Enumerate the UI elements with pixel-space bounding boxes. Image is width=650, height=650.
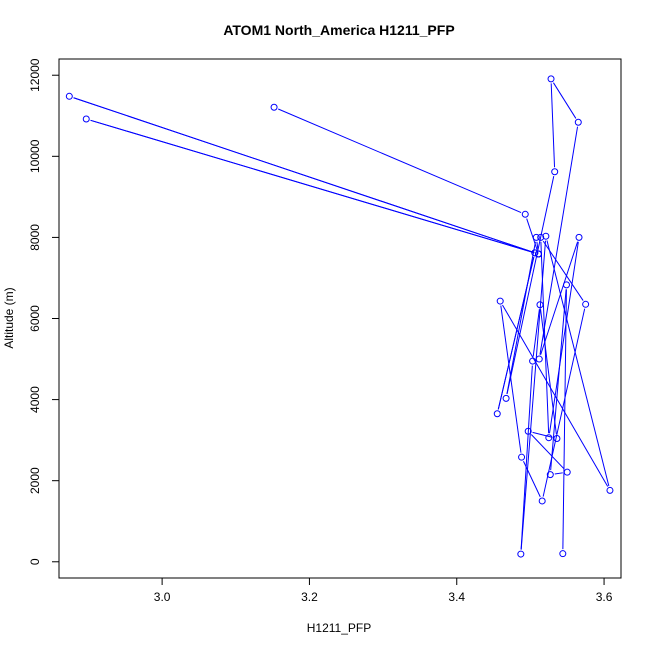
data-point bbox=[502, 394, 510, 402]
series-line-segment bbox=[523, 461, 541, 498]
series-line-segment bbox=[532, 309, 540, 357]
data-point bbox=[545, 434, 553, 442]
series-lines bbox=[73, 82, 610, 550]
data-point bbox=[553, 435, 561, 443]
y-axis-label: Altitude (m) bbox=[2, 287, 16, 348]
series-line-segment bbox=[542, 308, 586, 497]
y-tick-label: 0 bbox=[28, 558, 42, 565]
data-point bbox=[531, 249, 539, 257]
x-tick-label: 3.2 bbox=[301, 590, 318, 604]
series-line-segment bbox=[536, 241, 539, 250]
data-point bbox=[537, 233, 545, 241]
series-line-segment bbox=[278, 108, 522, 213]
data-point bbox=[496, 297, 504, 305]
series-line-segment bbox=[520, 365, 533, 550]
y-tick-label: 4000 bbox=[28, 386, 42, 413]
data-point bbox=[559, 550, 567, 558]
series-line-segment bbox=[552, 82, 577, 119]
series-line-segment bbox=[542, 240, 584, 301]
series-line-segment bbox=[530, 434, 565, 470]
data-point bbox=[551, 168, 559, 176]
series-line-segment bbox=[550, 289, 567, 471]
data-point bbox=[535, 355, 543, 363]
series-line-segment bbox=[562, 289, 567, 550]
series-line-segment bbox=[500, 305, 522, 453]
data-point bbox=[538, 497, 546, 505]
series-line-segment bbox=[90, 119, 531, 253]
x-tick-label: 3.0 bbox=[154, 590, 171, 604]
plot-frame bbox=[58, 58, 622, 579]
x-tick-label: 3.4 bbox=[448, 590, 465, 604]
chart-title: ATOM1 North_America H1211_PFP bbox=[223, 22, 454, 38]
data-point bbox=[574, 118, 582, 126]
series-line-segment bbox=[526, 218, 538, 250]
series-line-segment bbox=[506, 176, 555, 395]
series-line-segment bbox=[550, 83, 556, 168]
data-point bbox=[575, 233, 583, 241]
data-point bbox=[529, 357, 537, 365]
series-line-segment bbox=[548, 241, 579, 434]
data-point bbox=[562, 281, 570, 289]
x-tick-label: 3.6 bbox=[596, 590, 613, 604]
data-point bbox=[546, 471, 554, 479]
data-point bbox=[606, 486, 614, 494]
series-line-segment bbox=[540, 309, 557, 435]
series-line-segment bbox=[520, 240, 547, 550]
data-point bbox=[270, 103, 278, 111]
series-points bbox=[65, 75, 614, 558]
series-line-segment bbox=[540, 241, 579, 355]
y-tick-label: 6000 bbox=[28, 305, 42, 332]
data-point bbox=[582, 300, 590, 308]
series-line-segment bbox=[73, 97, 535, 254]
data-point bbox=[535, 250, 543, 258]
data-point bbox=[493, 410, 501, 418]
data-point bbox=[518, 453, 526, 461]
y-axis: 0 2000 4000 6000 8000 10000 12000 bbox=[28, 58, 60, 565]
y-tick-label: 12000 bbox=[28, 58, 42, 92]
data-point bbox=[536, 301, 544, 309]
y-tick-label: 2000 bbox=[28, 467, 42, 494]
series-line-segment bbox=[497, 257, 535, 410]
y-tick-label: 10000 bbox=[28, 139, 42, 173]
series-line-segment bbox=[532, 431, 553, 438]
series-line-segment bbox=[506, 241, 536, 395]
data-point bbox=[547, 75, 555, 83]
x-axis-label: H1211_PFP bbox=[307, 621, 371, 635]
data-point bbox=[82, 115, 90, 123]
data-point bbox=[532, 233, 540, 241]
series-line-segment bbox=[539, 126, 579, 355]
data-point bbox=[521, 210, 529, 218]
data-point bbox=[517, 550, 525, 558]
data-point bbox=[524, 427, 532, 435]
data-point bbox=[542, 232, 550, 240]
data-point bbox=[65, 92, 73, 100]
y-tick-label: 8000 bbox=[28, 224, 42, 251]
x-axis: 3.0 3.2 3.4 3.6 bbox=[154, 577, 613, 604]
series-line-segment bbox=[540, 241, 550, 434]
data-point bbox=[563, 468, 571, 476]
series-line-segment bbox=[554, 472, 563, 475]
series-line-segment bbox=[546, 240, 610, 487]
